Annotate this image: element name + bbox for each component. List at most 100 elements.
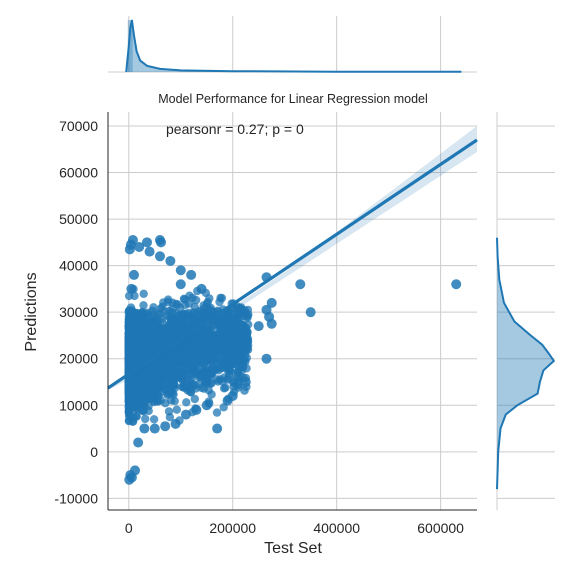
scatter-point	[209, 320, 218, 329]
pearson-annotation: pearsonr = 0.27; p = 0	[166, 121, 304, 137]
scatter-point	[217, 316, 228, 327]
scatter-point	[218, 336, 227, 345]
scatter-point	[140, 350, 150, 359]
x-tick-label: 600000	[417, 520, 464, 536]
x-tick-labels: 0 200000 400000 600000	[125, 520, 464, 536]
y-tick-label: 50000	[59, 211, 98, 227]
scatter-point	[172, 363, 182, 372]
scatter-point	[156, 361, 165, 370]
scatter-point	[240, 376, 251, 387]
scatter-point	[182, 398, 191, 407]
scatter-point	[184, 344, 193, 353]
scatter-point	[253, 321, 264, 332]
scatter-point	[217, 293, 227, 303]
scatter-point	[261, 353, 272, 364]
scatter-point	[206, 367, 216, 376]
scatter-point	[198, 339, 208, 349]
scatter-point	[154, 325, 163, 334]
scatter-point	[134, 241, 145, 252]
top-marginal-kde	[125, 19, 462, 73]
y-tick-labels: -10000 0 10000 20000 30000 40000 50000 60000 700…	[54, 118, 98, 506]
scatter-point	[170, 418, 181, 429]
regression-line	[107, 138, 478, 390]
scatter-point	[197, 371, 206, 381]
x-axis-label: Test Set	[264, 540, 322, 557]
scatter-point	[233, 372, 242, 382]
scatter-point	[144, 246, 155, 257]
main-plot-grid	[108, 112, 477, 510]
scatter-point	[125, 353, 134, 362]
scatter-point	[237, 311, 246, 321]
scatter-point	[180, 353, 190, 363]
scatter-point	[137, 370, 147, 380]
scatter-point	[188, 293, 197, 303]
scatter-point	[305, 307, 316, 318]
y-tick-label: 0	[90, 444, 98, 460]
scatter-point	[196, 283, 207, 294]
scatter-point	[180, 409, 191, 420]
scatter-point	[124, 346, 134, 355]
x-tick-label: 0	[125, 520, 133, 536]
scatter-point	[126, 303, 136, 312]
scatter-point	[132, 402, 141, 412]
scatter-point	[201, 378, 210, 387]
scatter-point	[149, 317, 159, 326]
scatter-point	[174, 321, 183, 331]
scatter-point	[135, 379, 144, 388]
scatter-point	[149, 423, 160, 434]
scatter-point	[227, 325, 238, 336]
scatter-point	[145, 367, 155, 376]
scatter-point	[188, 380, 197, 389]
scatter-point	[190, 394, 199, 404]
scatter-point	[165, 255, 176, 266]
x-tick-label: 400000	[313, 520, 360, 536]
scatter-point	[135, 355, 145, 364]
scatter-point	[187, 361, 196, 370]
y-tick-label: 30000	[59, 304, 98, 320]
y-tick-label: -10000	[54, 490, 98, 506]
scatter-point	[212, 375, 222, 384]
scatter-point	[203, 326, 212, 335]
top-kde-line	[125, 19, 462, 73]
scatter-point	[128, 269, 139, 280]
scatter-point	[124, 330, 134, 340]
scatter-point	[174, 311, 183, 321]
top-marginal-grid	[108, 16, 477, 73]
scatter-point	[141, 237, 152, 248]
scatter-point	[139, 423, 150, 434]
scatter-point	[175, 279, 186, 290]
scatter-point	[132, 412, 141, 421]
scatter-point	[164, 407, 174, 416]
scatter-point	[295, 279, 306, 290]
scatter-point	[126, 283, 137, 294]
scatter-point	[240, 386, 249, 395]
scatter-point	[125, 388, 134, 397]
scatter-point	[159, 298, 168, 307]
scatter-point	[133, 334, 142, 344]
scatter-point	[220, 373, 229, 382]
right-kde-line	[496, 237, 556, 490]
scatter-point	[212, 357, 221, 366]
scatter-point	[160, 421, 171, 432]
y-tick-label: 20000	[59, 351, 98, 367]
scatter-point	[124, 244, 135, 255]
scatter-point	[202, 299, 212, 308]
top-hist-bar	[127, 20, 133, 72]
scatter-point	[173, 349, 182, 358]
scatter-point-cloud	[124, 284, 253, 426]
scatter-point	[151, 339, 160, 348]
scatter-point	[191, 404, 202, 415]
scatter-point	[154, 371, 163, 380]
scatter-point	[145, 376, 154, 385]
scatter-point	[141, 414, 150, 424]
scatter-point	[130, 465, 141, 476]
x-tick-label: 200000	[209, 520, 256, 536]
top-kde-fill	[126, 20, 462, 72]
scatter-point	[161, 399, 170, 408]
scatter-point	[139, 393, 148, 402]
scatter-point	[201, 400, 212, 411]
scatter-point	[136, 386, 145, 395]
scatter-point	[164, 321, 174, 330]
right-marginal-grid	[496, 112, 555, 510]
y-tick-label: 60000	[59, 165, 98, 181]
